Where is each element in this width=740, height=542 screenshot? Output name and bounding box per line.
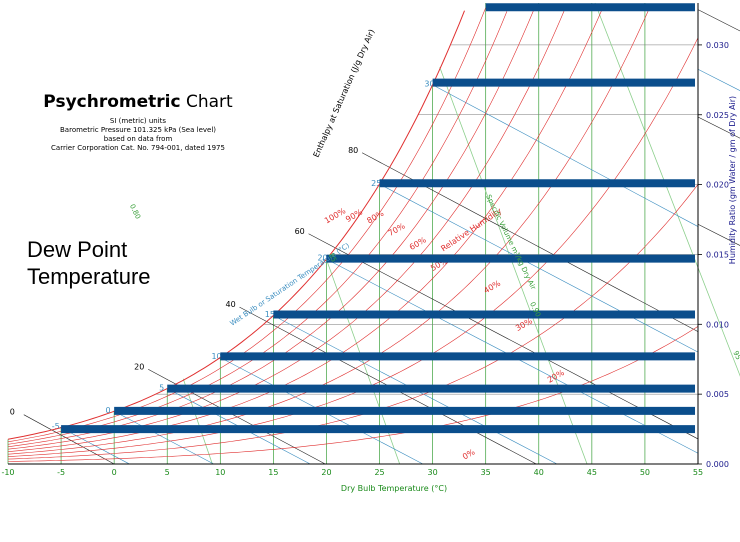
x-tick-label: 55 xyxy=(693,468,703,477)
volume-label: 0.80 xyxy=(128,203,142,221)
enthalpy-line xyxy=(23,414,115,465)
x-tick-label: 45 xyxy=(587,468,597,477)
rh-curve xyxy=(7,8,603,452)
wet-bulb-label: 25 xyxy=(371,179,381,188)
wet-bulb-label: 20 xyxy=(317,254,327,263)
enthalpy-scale-label: Enthalpy at Saturation (J/g Dry Air) xyxy=(312,28,377,159)
x-tick-label: 35 xyxy=(481,468,491,477)
subtitle-line-based: based on data from xyxy=(103,135,173,143)
y-tick-label: 0.020 xyxy=(706,181,729,190)
subtitle-line-pressure: Barometric Pressure 101.325 kPa (Sea lev… xyxy=(60,126,216,134)
x-tick-label: 20 xyxy=(321,468,331,477)
x-tick-label: 25 xyxy=(374,468,384,477)
volume-name-label: Specific Volume m³/kg Dry Air xyxy=(484,193,537,291)
dew-point-annotation-line1: Dew Point xyxy=(27,237,128,262)
volume-label: 85 xyxy=(327,252,338,264)
rh-label: 100% xyxy=(323,206,348,225)
wet-bulb-label: -5 xyxy=(52,422,60,431)
x-tick-label: 30 xyxy=(428,468,438,477)
subtitle-line-units: SI (metric) units xyxy=(109,117,167,125)
dew-point-annotation: Dew Point Temperature xyxy=(27,236,151,290)
wet-bulb-label: 10 xyxy=(211,352,221,361)
rh-label: 0% xyxy=(461,447,477,461)
enthalpy-label: 0 xyxy=(10,408,15,417)
y-tick-label: 0.030 xyxy=(706,41,729,50)
x-tick-label: 40 xyxy=(534,468,544,477)
x-tick-label: 10 xyxy=(215,468,225,477)
x-tick-label: 0 xyxy=(112,468,117,477)
enthalpy-label: 20 xyxy=(134,362,144,371)
x-tick-label: 5 xyxy=(165,468,170,477)
rh-label: 40% xyxy=(482,278,502,295)
wet-bulb-label: 15 xyxy=(265,310,275,319)
x-tick-label: -10 xyxy=(1,468,14,477)
y-tick-label: 0.015 xyxy=(706,250,729,259)
rh-curve xyxy=(7,7,486,443)
wet-bulb-label: 5 xyxy=(159,384,164,393)
rh-label: 90% xyxy=(344,207,364,224)
wet-bulb-line xyxy=(378,183,699,353)
rh-curve xyxy=(7,6,651,455)
enthalpy-label: 60 xyxy=(295,227,305,236)
rh-label: 30% xyxy=(514,316,534,333)
rh-label: 20% xyxy=(546,368,566,385)
enthalpy-label: 80 xyxy=(348,146,358,155)
wet-bulb-line xyxy=(113,410,214,465)
x-tick-label: 50 xyxy=(640,468,650,477)
y-tick-label: 0.010 xyxy=(706,320,729,329)
enthalpy-label: 40 xyxy=(226,300,236,309)
x-tick-label: 15 xyxy=(268,468,278,477)
wet-bulb-label: 30 xyxy=(424,80,434,89)
wet-bulb-line xyxy=(432,84,699,227)
rh-curve xyxy=(7,326,699,462)
rh-curve xyxy=(7,7,566,450)
rh-curve xyxy=(7,37,699,457)
subtitle-line-source: Carrier Corporation Cat. No. 794-001, da… xyxy=(51,144,225,152)
y-tick-label: 0.000 xyxy=(706,460,729,469)
rh-label: 70% xyxy=(387,221,407,238)
y-axis-title: Humidity Ratio (gm Water / gm of Dry Air… xyxy=(728,96,737,264)
wet-bulb-label: 0 xyxy=(105,406,110,415)
rh-curve xyxy=(7,184,699,460)
volume-label: 95 xyxy=(731,350,740,362)
rh-label: 80% xyxy=(365,209,385,226)
x-tick-label: -5 xyxy=(57,468,65,477)
x-axis-title: Dry Bulb Temperature (°C) xyxy=(341,484,447,493)
rh-curve xyxy=(7,10,465,440)
dew-point-annotation-line2: Temperature xyxy=(27,264,151,289)
chart-title-rest: Chart xyxy=(185,92,233,112)
specific-volume-line xyxy=(182,378,213,465)
enthalpy-line xyxy=(308,233,699,440)
chart-title: Psychrometric Chart xyxy=(38,92,238,112)
chart-title-bold: Psychrometric xyxy=(43,92,181,112)
specific-volume-line xyxy=(439,67,588,465)
y-tick-label: 0.005 xyxy=(706,390,729,399)
rh-curve xyxy=(7,11,508,445)
y-tick-label: 0.025 xyxy=(706,111,729,120)
